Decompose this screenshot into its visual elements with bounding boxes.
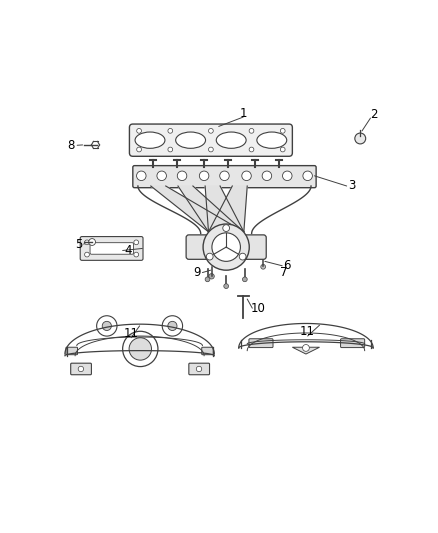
Circle shape [97, 316, 117, 336]
Circle shape [168, 147, 173, 152]
Circle shape [262, 171, 272, 181]
Circle shape [209, 273, 214, 279]
Circle shape [220, 171, 229, 181]
FancyBboxPatch shape [249, 339, 273, 348]
Circle shape [303, 344, 309, 351]
Circle shape [283, 171, 292, 181]
Polygon shape [205, 186, 244, 232]
Polygon shape [178, 186, 244, 232]
Circle shape [249, 128, 254, 133]
Ellipse shape [257, 132, 287, 148]
Circle shape [224, 284, 229, 288]
FancyBboxPatch shape [90, 243, 134, 254]
Circle shape [280, 147, 285, 152]
Circle shape [355, 133, 366, 144]
Text: 1: 1 [240, 107, 247, 119]
Circle shape [129, 338, 152, 360]
Circle shape [85, 240, 89, 245]
Text: 6: 6 [283, 259, 291, 272]
Circle shape [208, 128, 213, 133]
Circle shape [137, 128, 141, 133]
Circle shape [261, 264, 265, 269]
Ellipse shape [216, 132, 246, 148]
Text: 7: 7 [280, 266, 288, 279]
Circle shape [162, 316, 183, 336]
Circle shape [168, 128, 173, 133]
FancyBboxPatch shape [202, 347, 213, 354]
Text: 5: 5 [75, 238, 82, 251]
Circle shape [177, 171, 187, 181]
FancyBboxPatch shape [133, 166, 316, 188]
Circle shape [206, 253, 213, 260]
FancyBboxPatch shape [189, 363, 209, 375]
Text: 10: 10 [251, 302, 266, 314]
FancyBboxPatch shape [71, 363, 92, 375]
Circle shape [208, 147, 213, 152]
Circle shape [78, 366, 84, 372]
Text: 9: 9 [194, 266, 201, 279]
Polygon shape [293, 347, 320, 354]
Circle shape [168, 321, 177, 330]
FancyBboxPatch shape [130, 124, 293, 156]
FancyBboxPatch shape [66, 347, 78, 354]
Circle shape [303, 171, 312, 181]
Ellipse shape [135, 132, 165, 148]
Text: 11: 11 [124, 327, 138, 340]
FancyBboxPatch shape [186, 235, 266, 260]
Circle shape [239, 253, 246, 260]
Circle shape [280, 128, 285, 133]
Circle shape [203, 224, 249, 270]
Circle shape [199, 171, 209, 181]
Circle shape [137, 147, 141, 152]
FancyBboxPatch shape [80, 237, 143, 260]
Circle shape [205, 277, 210, 282]
Circle shape [196, 366, 202, 372]
Circle shape [223, 225, 230, 231]
Polygon shape [151, 186, 244, 232]
Circle shape [123, 332, 158, 367]
Polygon shape [208, 186, 247, 232]
Text: 11: 11 [300, 326, 315, 338]
Circle shape [134, 240, 138, 245]
Circle shape [85, 252, 89, 257]
Circle shape [157, 171, 166, 181]
Circle shape [88, 239, 95, 245]
Circle shape [134, 252, 138, 257]
Circle shape [212, 233, 240, 261]
Text: 4: 4 [124, 244, 131, 257]
Ellipse shape [176, 132, 205, 148]
Circle shape [249, 147, 254, 152]
Circle shape [137, 171, 146, 181]
Text: 3: 3 [348, 180, 356, 192]
Text: 2: 2 [370, 108, 378, 121]
Circle shape [102, 321, 111, 330]
Circle shape [243, 277, 247, 282]
Circle shape [242, 171, 251, 181]
Text: 8: 8 [67, 139, 75, 152]
FancyBboxPatch shape [341, 339, 365, 348]
